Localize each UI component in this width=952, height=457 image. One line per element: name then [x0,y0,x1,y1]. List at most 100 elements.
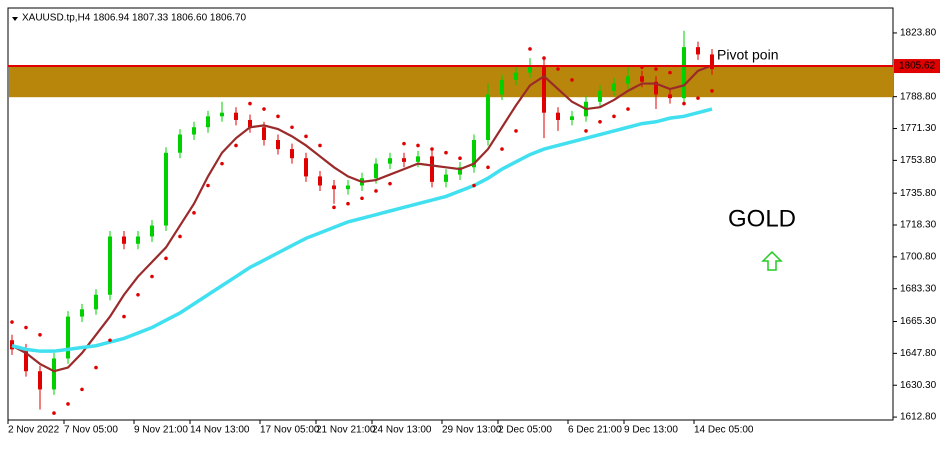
x-tick-label: 6 Dec 21:00 [568,425,622,436]
sar-dot [472,183,476,188]
candle-body [38,371,42,390]
sar-dot [486,165,490,170]
candle-body [248,119,252,128]
candle-body [416,156,420,162]
candle-body [80,309,84,317]
x-tick-label: 24 Nov 13:00 [372,425,432,436]
candle-body [234,112,238,120]
x-tick-label: 2 Nov 2022 [8,425,60,436]
gold-annotation: GOLD [728,205,796,232]
candle-body [262,127,266,140]
sar-dot [136,292,140,297]
candle-body [486,94,490,140]
pivot-zone [9,66,893,98]
x-tick-label: 7 Nov 05:00 [64,425,118,436]
candle-body [710,54,714,69]
sar-dot [654,67,658,71]
y-tick-label: 1823.80 [900,28,937,39]
pivot-annotation: Pivot poin [717,47,778,63]
sar-dot [220,161,224,166]
sar-dot [192,211,196,215]
candle-body [178,134,182,153]
candle-body [402,158,406,162]
candle-body [66,316,70,359]
candle-body [500,79,504,95]
candle-body [388,158,392,164]
candle-body [24,349,28,372]
up-arrow [761,250,783,271]
y-tick-label: 1612.80 [900,412,937,423]
candle-body [164,152,168,226]
y-tick-label: 1630.30 [900,380,937,391]
symbol-info: XAUUSD.tp,H4 1806.94 1807.33 1806.60 180… [22,13,246,24]
candle-body [654,81,658,95]
sar-dot [66,402,70,406]
sar-dot [108,338,112,343]
candle-body [122,236,126,244]
x-tick-label: 9 Dec 13:00 [624,425,678,436]
x-tick-label: 14 Dec 05:00 [694,425,754,436]
candle-body [612,83,616,91]
sar-dot [682,101,686,106]
candle-body [430,156,434,182]
sar-dot [10,320,14,324]
sar-dot [710,89,714,93]
candle-body [528,65,532,73]
y-tick-label: 1683.30 [900,283,937,294]
y-tick-label: 1647.80 [900,348,937,359]
sar-dot [332,205,336,210]
sar-dot [514,129,518,133]
sar-dot [360,196,364,201]
candle-body [444,174,448,182]
sar-dot [290,125,294,130]
y-tick-label: 1665.30 [900,316,937,327]
candle-body [374,163,378,179]
candle-body [108,236,112,295]
y-tick-label: 1771.30 [900,123,937,134]
sar-dot [122,314,126,319]
sar-dot [234,143,238,148]
sar-dot [304,134,308,139]
sar-dot [206,183,210,188]
y-tick-label: 1735.80 [900,188,937,199]
sar-dot [38,332,42,337]
sar-dot [388,181,392,186]
candle-body [570,116,574,120]
y-tick-label: 1753.80 [900,155,937,166]
x-tick-label: 29 Nov 13:00 [442,425,502,436]
sar-dot [248,101,252,106]
price-label-box [894,59,940,74]
sar-dot [542,56,546,60]
candle-body [668,94,672,99]
sar-dot [458,156,462,160]
candle-body [472,139,476,168]
sar-dot [346,201,350,206]
candle-body [304,158,308,177]
sar-dot [570,78,574,82]
candle-body [626,76,630,84]
candle-body [150,225,154,237]
candle-body [542,65,546,113]
sar-dot [178,234,182,239]
candle-body [52,358,56,390]
candle-body [94,294,98,310]
sar-dot [262,107,266,111]
candle-body [640,76,644,82]
moving-average [11,64,713,373]
candle-body [598,90,602,102]
candle-body [696,47,700,55]
x-tick-label: 17 Nov 05:00 [260,425,320,436]
sar-dot [94,365,98,370]
sar-dot [668,70,672,75]
sar-dot [318,143,322,148]
sar-dot [374,189,378,193]
sar-dot [150,274,154,279]
sar-dot [52,411,56,415]
sar-dot [164,256,168,261]
candle-body [192,127,196,135]
sar-dot [444,150,448,155]
y-tick-label: 1700.80 [900,252,937,263]
candle-body [682,47,686,99]
candle-body [556,112,560,120]
